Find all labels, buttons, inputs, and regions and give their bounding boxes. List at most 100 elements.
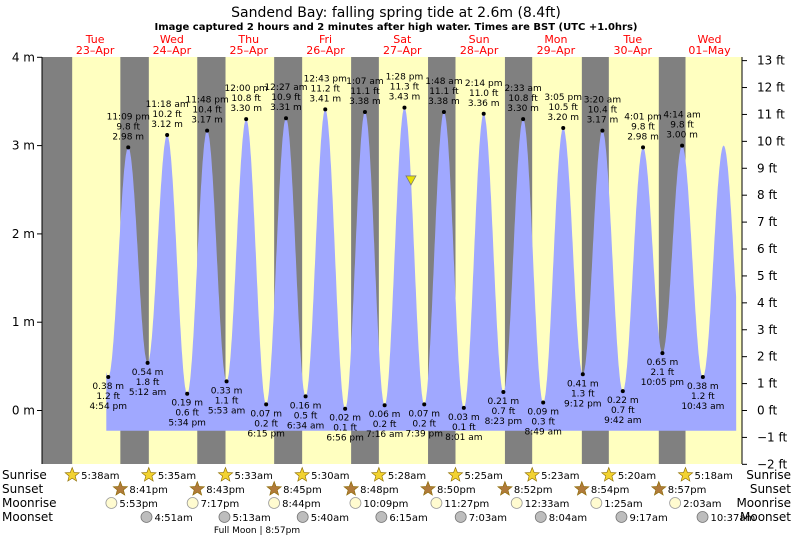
day-date-label: 25–Apr xyxy=(229,44,268,57)
sunrise-time: 5:38am xyxy=(81,471,119,482)
moonrise-time: 8:44pm xyxy=(282,499,321,510)
full-moon-note: Full Moon | 8:57pm xyxy=(214,526,300,536)
sunset-icon xyxy=(573,480,590,496)
row-label-sunset: Sunset xyxy=(2,482,43,496)
low-tide-metres: 0.16 m xyxy=(290,401,322,411)
high-tide-time: 11:48 pm xyxy=(185,96,228,106)
low-tide-metres: 0.03 m xyxy=(448,413,480,423)
sunrise-icon xyxy=(217,466,234,482)
sunrise-icon xyxy=(370,466,387,482)
low-tide-point xyxy=(106,374,111,379)
chart-subtitle: Image captured 2 hours and 2 minutes aft… xyxy=(154,22,637,33)
day-date-label: 01–May xyxy=(688,44,731,57)
left-axis-label: 1 m xyxy=(12,315,35,329)
moonset-icon xyxy=(615,511,628,523)
low-tide-point xyxy=(185,391,190,396)
day-date-label: 28–Apr xyxy=(460,44,499,57)
moonset-time: 7:03am xyxy=(469,513,507,524)
moonset-time: 6:15am xyxy=(389,513,427,524)
low-tide-metres: 0.41 m xyxy=(567,379,599,389)
row-label-moonrise: Moonrise xyxy=(2,496,57,510)
day-date-label: 30–Apr xyxy=(613,44,652,57)
low-tide-feet: 0.2 ft xyxy=(254,419,278,429)
high-tide-metres: 3.12 m xyxy=(151,120,183,130)
day-name-label: Thu xyxy=(237,33,259,46)
high-tide-point xyxy=(165,133,170,138)
high-tide-metres: 2.98 m xyxy=(627,132,659,142)
low-tide-metres: 0.02 m xyxy=(329,414,361,424)
high-tide-point xyxy=(323,107,328,112)
right-axis-label: 8 ft xyxy=(757,188,777,202)
moonset-time: 5:13am xyxy=(232,513,270,524)
high-tide-feet: 9.8 ft xyxy=(116,122,140,132)
sunrise-icon xyxy=(600,466,617,482)
sunset-icon xyxy=(420,480,436,496)
high-tide-point xyxy=(205,128,210,133)
moonrise-time: 2:03am xyxy=(683,499,721,510)
sunset-time: 8:48pm xyxy=(360,485,399,496)
sunrise-icon xyxy=(294,466,311,482)
right-axis-label: 11 ft xyxy=(757,107,785,121)
high-tide-time: 2:14 pm xyxy=(465,79,503,89)
sunset-time: 8:52pm xyxy=(514,485,553,496)
day-date-label: 24–Apr xyxy=(153,44,192,57)
sunrise-icon xyxy=(447,466,464,482)
moonrise-icon xyxy=(510,497,523,509)
sunrise-time: 5:25am xyxy=(464,471,502,482)
low-tide-point xyxy=(660,351,665,356)
low-tide-feet: 2.1 ft xyxy=(651,368,675,378)
high-tide-feet: 9.8 ft xyxy=(631,122,655,132)
low-tide-feet: 1.1 ft xyxy=(215,396,239,406)
high-tide-metres: 3.41 m xyxy=(309,94,341,104)
high-tide-feet: 10.8 ft xyxy=(508,94,538,104)
day-name-label: Wed xyxy=(160,33,184,46)
low-tide-time: 7:39 pm xyxy=(405,429,443,439)
low-tide-time: 8:01 am xyxy=(445,433,482,443)
high-tide-time: 1:07 am xyxy=(346,77,383,87)
high-tide-feet: 10.4 ft xyxy=(192,106,222,116)
moonrise-icon xyxy=(669,497,682,509)
low-tide-feet: 1.2 ft xyxy=(96,392,120,402)
high-tide-metres: 3.43 m xyxy=(389,93,421,103)
high-tide-point xyxy=(126,145,131,150)
high-tide-point xyxy=(284,116,288,121)
day-date-label: 26–Apr xyxy=(306,44,345,57)
day-name-label: Mon xyxy=(544,33,567,46)
sunset-icon xyxy=(650,480,667,496)
high-tide-feet: 11.0 ft xyxy=(469,89,499,99)
low-tide-time: 9:42 am xyxy=(604,416,641,426)
sunset-time: 8:50pm xyxy=(437,485,476,496)
day-date-label: 27–Apr xyxy=(383,44,422,57)
right-axis-label: 13 ft xyxy=(757,54,785,68)
low-tide-point xyxy=(343,406,348,411)
low-tide-feet: 0.5 ft xyxy=(294,411,318,421)
moonset-icon xyxy=(534,511,547,523)
low-tide-metres: 0.38 m xyxy=(687,382,719,392)
low-tide-point xyxy=(382,403,387,408)
high-tide-time: 4:01 pm xyxy=(624,112,662,122)
low-tide-metres: 0.06 m xyxy=(369,410,401,420)
chart-title: Sandend Bay: falling spring tide at 2.6m… xyxy=(231,5,561,21)
high-tide-metres: 3.17 m xyxy=(191,116,223,126)
moonrise-icon xyxy=(186,497,199,509)
low-tide-point xyxy=(541,400,546,405)
high-tide-metres: 3.20 m xyxy=(547,113,579,123)
right-axis-label: 2 ft xyxy=(757,350,777,364)
low-tide-feet: 0.7 ft xyxy=(611,406,635,416)
row-label-sunrise: Sunrise xyxy=(2,468,47,482)
moonrise-time: 12:33am xyxy=(525,499,570,510)
left-axis-label: 2 m xyxy=(12,227,35,241)
high-tide-metres: 3.30 m xyxy=(230,104,262,114)
day-name-label: Wed xyxy=(698,33,722,46)
low-tide-time: 6:56 pm xyxy=(326,434,364,444)
right-axis-label: 12 ft xyxy=(757,81,785,95)
row-label-right-moonrise: Moonrise xyxy=(736,496,791,510)
low-tide-point xyxy=(422,402,427,407)
day-date-label: 23–Apr xyxy=(76,44,115,57)
sunset-time: 8:41pm xyxy=(129,485,168,496)
moonrise-icon xyxy=(430,497,443,509)
right-axis-label: −2 ft xyxy=(757,457,788,471)
low-tide-time: 6:34 am xyxy=(287,421,324,431)
right-axis-label: 3 ft xyxy=(757,323,777,337)
high-tide-time: 11:18 am xyxy=(146,100,189,110)
